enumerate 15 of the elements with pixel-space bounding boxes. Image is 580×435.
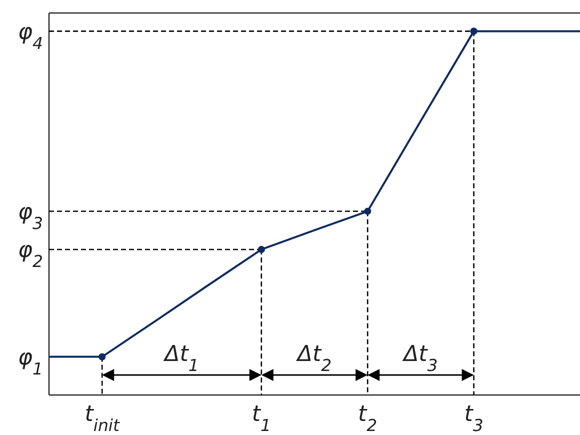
point <box>470 28 478 35</box>
x-tick-label: t$_{2}$ <box>358 402 378 434</box>
annotation: Δt$_{3}$ <box>402 342 438 374</box>
annotation: Δt$_{1}$ <box>162 342 199 374</box>
x-tick-label: t$_{init}$ <box>84 402 120 434</box>
x-tick-label: t$_{1}$ <box>252 402 271 434</box>
point <box>258 246 265 254</box>
annotation: Δt$_{2}$ <box>295 342 332 374</box>
text: φ$_{1}$ <box>18 346 43 378</box>
point <box>364 208 372 215</box>
point <box>98 353 106 360</box>
text: φ$_{3}$ <box>18 200 43 232</box>
text: φ$_{4}$ <box>18 20 43 52</box>
text: φ$_{2}$ <box>18 238 43 271</box>
x-tick-label: t$_{3}$ <box>464 402 484 434</box>
